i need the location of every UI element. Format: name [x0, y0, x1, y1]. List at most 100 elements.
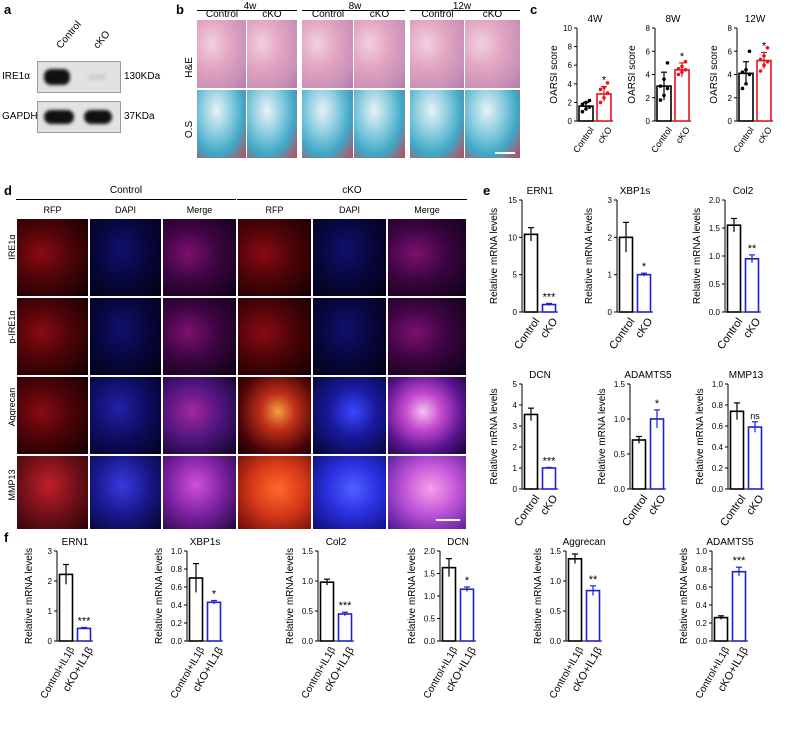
b-group-control: Control	[421, 9, 454, 20]
data-point	[676, 72, 681, 77]
panel-label-d: d	[4, 183, 12, 198]
significance-label: ***	[78, 616, 92, 628]
chart-title: 8W	[666, 14, 682, 25]
bar	[541, 467, 557, 490]
category-label: cKO	[741, 316, 763, 341]
p-ire1a-control-rfp-image	[16, 297, 89, 376]
data-point	[765, 59, 770, 64]
significance-label: *	[602, 75, 607, 87]
y-tick-label: 1.0	[171, 547, 183, 556]
y-tick-label: 0	[728, 117, 733, 126]
ire1a-cko-dapi-image	[312, 218, 387, 297]
panel-label-f: f	[4, 530, 9, 545]
bar	[567, 557, 583, 642]
data-point	[598, 87, 603, 92]
p-ire1a-control-merge-image	[162, 297, 237, 376]
data-point	[602, 85, 606, 90]
data-point	[740, 86, 745, 91]
mmp13-control-dapi-image	[89, 455, 162, 530]
mmp13-control-merge-image	[162, 455, 237, 530]
y-axis-label: Relative mRNA levels	[597, 388, 608, 484]
y-tick-label: 2.0	[709, 196, 721, 205]
chart-title: ERN1	[527, 186, 554, 197]
y-tick-label: 1.5	[709, 224, 721, 233]
b-group-cko: cKO	[482, 9, 503, 20]
d-channel-rfp: RFP	[265, 205, 284, 215]
y-axis-label: Relative mRNA levels	[154, 548, 165, 644]
data-point	[662, 93, 666, 98]
chart-title: DCN	[447, 537, 469, 548]
y-tick-label: 1	[608, 271, 613, 280]
y-tick-label: 0	[568, 117, 573, 126]
y-tick-label: 8	[568, 43, 573, 52]
bar	[756, 59, 772, 122]
significance-label: *	[465, 575, 470, 587]
bar	[631, 439, 647, 490]
y-tick-label: 6	[568, 61, 573, 70]
bar	[523, 233, 539, 313]
significance-label: **	[748, 243, 757, 255]
panel-label-e: e	[483, 183, 491, 198]
aggrecan-control-dapi-image	[89, 376, 162, 455]
y-tick-label: 15	[508, 196, 517, 205]
y-tick-label: 0.4	[696, 601, 708, 610]
y-tick-label: 0.0	[302, 637, 314, 646]
y-tick-label: 0.2	[712, 464, 724, 473]
aggrecan-cko-rfp-image	[237, 376, 312, 455]
y-tick-label: 0	[513, 308, 518, 317]
y-tick-label: 8	[728, 24, 733, 33]
chart-title: MMP13	[729, 370, 764, 381]
y-tick-label: 4	[513, 401, 518, 410]
significance-label: **	[589, 574, 598, 586]
panel-label-b: b	[176, 2, 184, 17]
y-tick-label: 2	[646, 94, 651, 103]
data-point	[758, 69, 763, 73]
timepoint-8w: 8w	[348, 1, 362, 12]
y-axis-label: Relative mRNA levels	[407, 548, 418, 644]
y-tick-label: 6	[728, 47, 733, 56]
bar	[726, 224, 742, 313]
blot-size-ire1a: 130KDa	[124, 71, 161, 82]
significance-label: ***	[339, 600, 353, 612]
y-axis-label: Relative mRNA levels	[584, 208, 595, 304]
scale-bar	[436, 519, 460, 521]
chart-title: ADAMTS5	[624, 370, 672, 381]
b-group-control: Control	[311, 9, 345, 20]
data-point	[605, 81, 610, 85]
y-tick-label: 3	[513, 422, 518, 431]
chart-title: Col2	[733, 186, 754, 197]
y-axis-label: Relative mRNA levels	[489, 208, 500, 304]
bar	[649, 418, 665, 490]
blot-band	[88, 74, 106, 80]
data-point	[680, 70, 684, 74]
p-ire1a-cko-merge-image	[387, 297, 467, 376]
bar	[206, 601, 222, 642]
y-axis-label: OARSI score	[627, 45, 638, 104]
p-ire1a-cko-rfp-image	[237, 297, 312, 376]
data-point	[758, 57, 763, 62]
y-tick-label: 10	[508, 233, 517, 242]
y-tick-label: 0.0	[550, 637, 562, 646]
ire1a-cko-merge-image	[387, 218, 467, 297]
significance-label: *	[655, 398, 660, 410]
y-axis-label: Relative mRNA levels	[24, 548, 35, 644]
d-group-control: Control	[109, 185, 143, 196]
y-tick-label: 5	[513, 271, 518, 280]
y-tick-label: 0.0	[424, 637, 436, 646]
chart-title: Aggrecan	[563, 537, 606, 548]
y-tick-label: 0.0	[696, 637, 708, 646]
d-channel-dapi: DAPI	[114, 205, 136, 215]
he-4w-cko-image	[247, 20, 297, 88]
bar	[729, 410, 745, 490]
data-point	[584, 100, 588, 105]
ire1a-cko-rfp-image	[237, 218, 312, 297]
y-tick-label: 1	[513, 464, 518, 473]
data-point	[665, 86, 670, 91]
y-tick-label: 1.0	[709, 252, 721, 261]
he-12w-control-image	[410, 20, 464, 88]
os-12w-cko-image	[465, 90, 520, 158]
y-tick-label: 5	[513, 380, 518, 389]
data-point	[747, 49, 752, 54]
y-tick-label: 2.0	[424, 547, 436, 556]
significance-label: *	[212, 589, 217, 601]
